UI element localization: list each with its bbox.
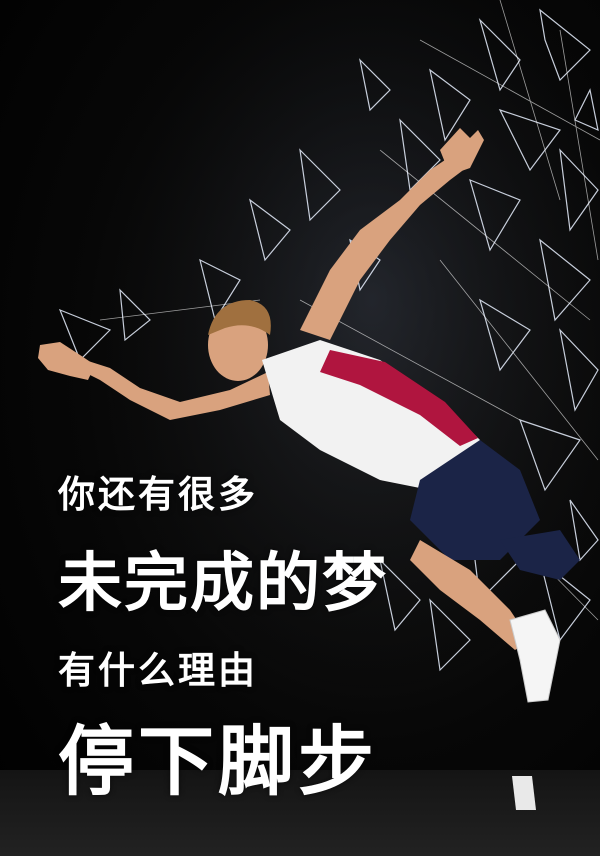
tagline-line-4: 停下脚步 [58,717,378,806]
tagline-line-2: 未完成的梦 [58,547,388,621]
jersey [262,340,480,490]
front-arm [80,360,270,420]
raised-arm [300,150,470,340]
running-shoe [509,609,561,703]
raised-hand [440,128,484,175]
jersey-stripe [320,350,478,446]
shorts [410,440,540,560]
front-hand [38,342,95,380]
front-leg [410,540,530,650]
runner-hair [208,300,271,335]
runner [38,128,580,703]
back-leg [500,530,580,580]
track-lane-line [512,776,536,810]
track-surface [0,770,600,856]
tagline-line-1: 你还有很多 [58,473,258,516]
tagline-line-3: 有什么理由 [58,649,258,692]
